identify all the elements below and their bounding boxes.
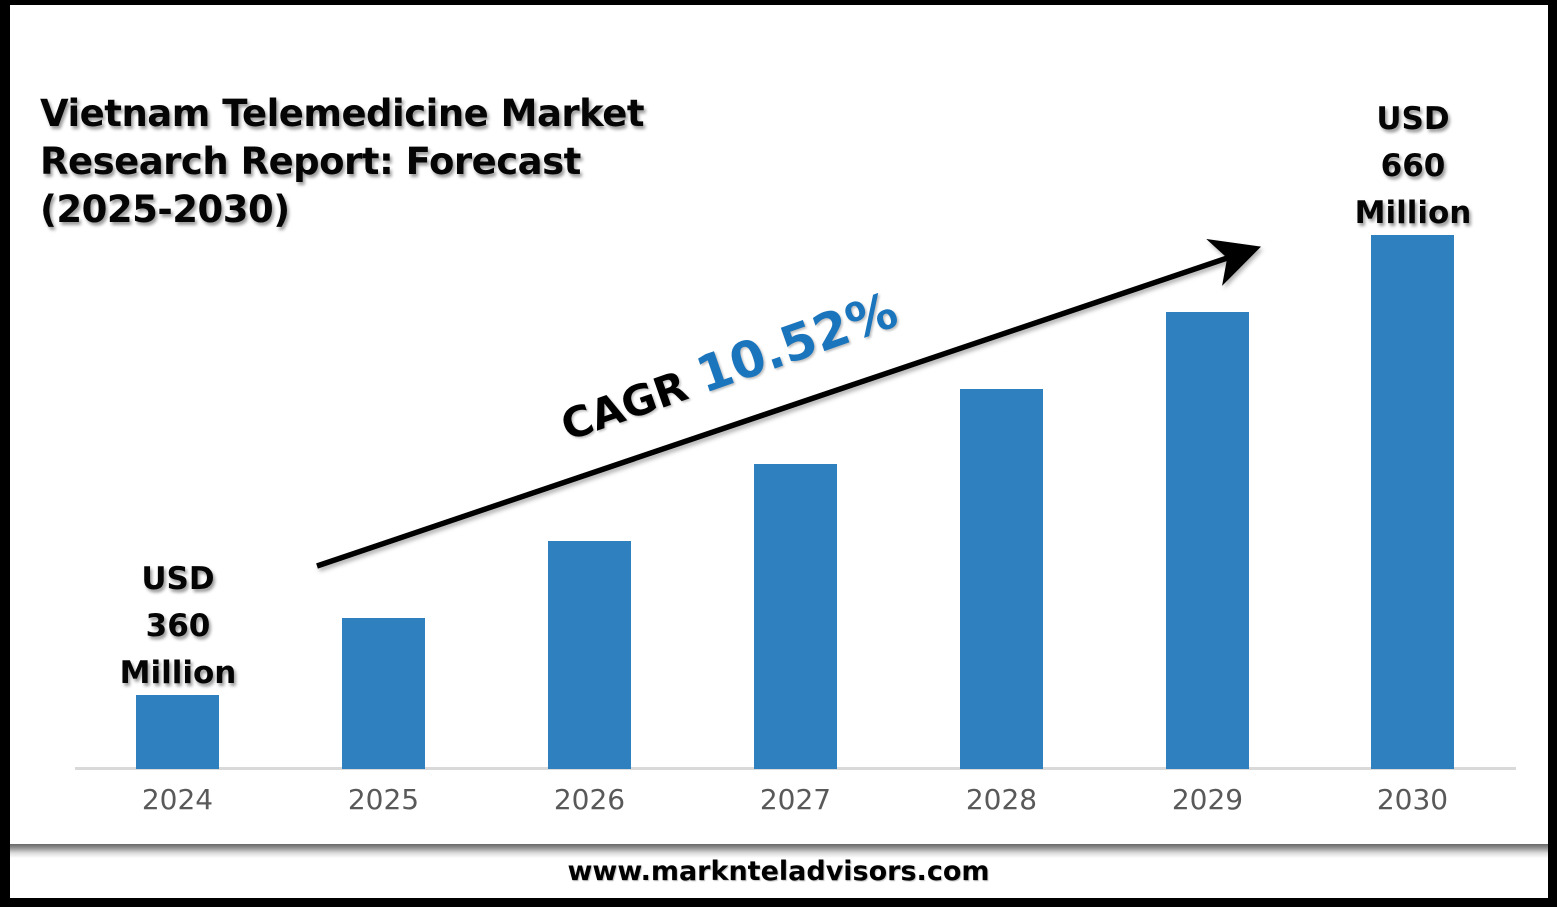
footer-divider <box>10 844 1548 858</box>
bar-2029 <box>1166 312 1249 769</box>
bar-2028 <box>960 389 1043 769</box>
value-label-2024: USD 360 Million <box>119 561 237 691</box>
bar-2026 <box>548 541 631 769</box>
footer-url: www.marknteladvisors.com <box>567 856 990 887</box>
x-axis-label-2030: 2030 <box>1376 783 1449 816</box>
bar-2025 <box>342 618 425 769</box>
bar-2027 <box>754 464 837 769</box>
x-axis-label-2027: 2027 <box>759 783 832 816</box>
page-title: Vietnam Telemedicine Market Research Rep… <box>40 92 645 231</box>
x-axis-label-2028: 2028 <box>965 783 1038 816</box>
cagr-value-label: 10.52% <box>689 280 905 405</box>
x-axis-label-2029: 2029 <box>1171 783 1244 816</box>
cagr-annotation: CAGR 10.52% <box>552 280 905 452</box>
bar-2030 <box>1371 235 1454 769</box>
value-label-2030: USD 660 Million <box>1354 101 1472 231</box>
x-axis-label-2026: 2026 <box>553 783 626 816</box>
cagr-prefix-label: CAGR <box>554 356 708 451</box>
bar-2024 <box>136 695 219 769</box>
x-axis-label-2025: 2025 <box>347 783 420 816</box>
x-axis-label-2024: 2024 <box>141 783 214 816</box>
